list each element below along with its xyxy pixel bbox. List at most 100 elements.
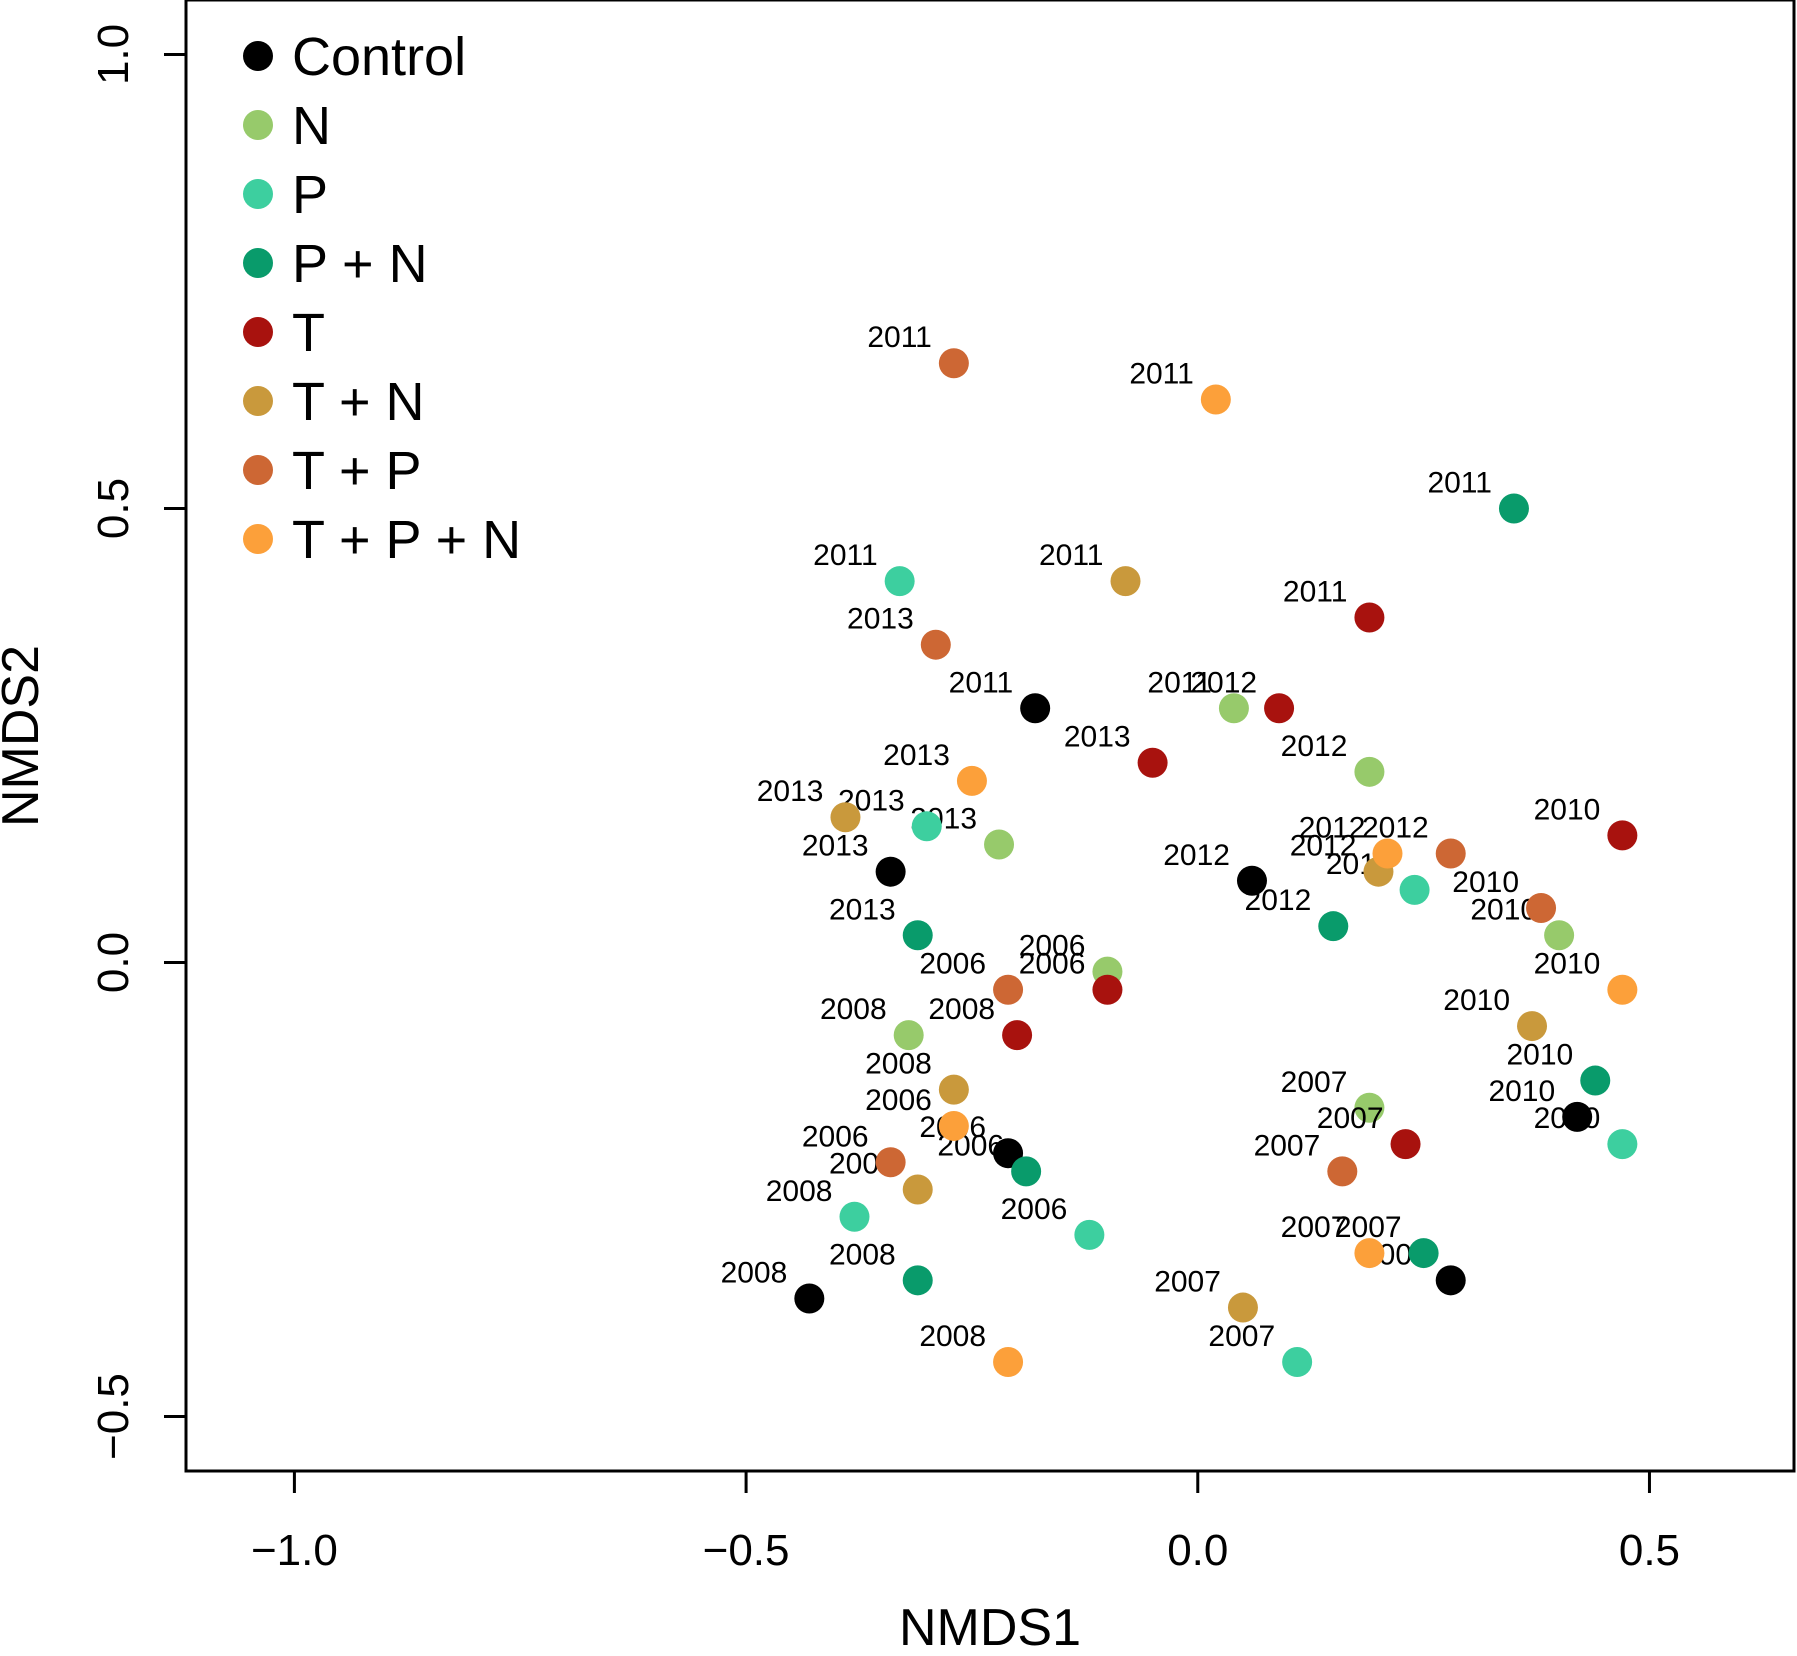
point-year-label: 2008 — [865, 1048, 932, 1081]
point-year-label: 2011 — [1283, 575, 1348, 608]
legend-marker — [243, 317, 273, 347]
point-year-label: 2012 — [1163, 839, 1230, 872]
point-t — [1354, 602, 1385, 633]
point-t-p-n — [938, 1110, 969, 1141]
point-year-label: 2006 — [802, 1120, 869, 1153]
point-year-label: 2011 — [867, 321, 932, 354]
point-year-label: 2008 — [829, 1238, 896, 1271]
legend-label: Control — [292, 27, 466, 87]
legend-marker — [243, 179, 273, 209]
point-p — [1074, 1219, 1105, 1250]
point-year-label: 2013 — [883, 739, 950, 772]
plot-frame — [184, 0, 1796, 1473]
point-year-label: 2010 — [1470, 893, 1537, 926]
legend-marker — [243, 524, 273, 554]
x-tick-label: 0.0 — [1167, 1526, 1228, 1575]
point-n — [984, 829, 1015, 860]
point-year-label: 2010 — [1443, 984, 1510, 1017]
point-year-label: 2012 — [1190, 666, 1257, 699]
y-axis: −0.5 0.0 0.5 1.0 — [89, 24, 188, 1460]
point-p — [839, 1201, 870, 1232]
x-tick-label: 0.5 — [1619, 1526, 1680, 1575]
point-n — [1354, 756, 1385, 787]
point-t — [1264, 693, 1295, 724]
legend-label: N — [292, 96, 331, 156]
point-t — [1607, 820, 1638, 851]
point-year-label: 2007 — [1281, 1066, 1348, 1099]
point-year-label: 2007 — [1317, 1102, 1384, 1135]
point-year-label: 2010 — [1534, 948, 1601, 981]
point-year-label: 2011 — [1129, 358, 1194, 391]
point-control — [1020, 693, 1051, 724]
point-n — [893, 1020, 924, 1051]
point-year-label: 2007 — [1208, 1320, 1275, 1353]
point-year-label: 2013 — [757, 775, 824, 808]
legend-marker — [243, 386, 273, 416]
legend-marker — [243, 41, 273, 71]
point-n — [1354, 1092, 1385, 1123]
point-year-label: 2008 — [820, 993, 887, 1026]
point-t-n — [830, 802, 861, 833]
y-tick-label: 1.0 — [89, 24, 138, 85]
point-t-p-n — [993, 1347, 1024, 1378]
x-axis: −1.0 −0.5 0.0 0.5 — [251, 1469, 1680, 1575]
point-year-label: 2006 — [1019, 930, 1086, 963]
point-year-label: 2007 — [1154, 1266, 1221, 1299]
point-t-n — [1227, 1292, 1258, 1323]
y-axis-title: NMDS2 — [0, 645, 50, 827]
legend-label: T + N — [292, 372, 425, 432]
point-year-label: 2008 — [919, 1320, 986, 1353]
point-t-p — [1327, 1156, 1358, 1187]
point-t-p — [1526, 893, 1557, 924]
point-year-label: 2008 — [928, 993, 995, 1026]
point-control — [993, 1138, 1024, 1169]
point-t — [1137, 747, 1168, 778]
point-year-label: 2008 — [721, 1256, 788, 1289]
y-tick-label: −0.5 — [89, 1373, 138, 1460]
legend-marker — [243, 248, 273, 278]
point-p-n — [1498, 493, 1529, 524]
point-p-n — [902, 920, 933, 951]
point-t-p-n — [1200, 384, 1231, 415]
point-p — [1607, 1129, 1638, 1160]
point-t-p — [993, 974, 1024, 1005]
point-p — [911, 811, 942, 842]
point-year-label: 2013 — [1064, 721, 1131, 754]
point-t — [1002, 1020, 1033, 1051]
x-tick-label: −0.5 — [703, 1526, 790, 1575]
point-p — [1282, 1347, 1313, 1378]
point-year-label: 2010 — [1534, 1102, 1601, 1135]
point-t-n — [1517, 1011, 1548, 1042]
x-axis-title: NMDS1 — [899, 1599, 1081, 1656]
point-control — [1236, 865, 1267, 896]
point-t-n — [1110, 566, 1141, 597]
point-year-label: 2011 — [1147, 666, 1212, 699]
point-year-label: 2012 — [1362, 812, 1429, 845]
point-p-n — [1580, 1065, 1611, 1096]
point-t-p-n — [1354, 1238, 1385, 1269]
point-t-p-n — [956, 765, 987, 796]
point-year-label: 2010 — [1507, 1039, 1574, 1072]
legend-label: P + N — [292, 234, 428, 294]
point-p-n — [902, 1265, 933, 1296]
point-n — [1544, 920, 1575, 951]
legend-label: T — [292, 303, 325, 363]
point-year-label: 2012 — [1299, 812, 1366, 845]
point-year-label: 2007 — [1254, 1129, 1321, 1162]
point-year-label: 2011 — [949, 666, 1014, 699]
point-year-label: 2013 — [829, 893, 896, 926]
y-tick-label: 0.0 — [89, 932, 138, 993]
point-t-p-n — [1607, 974, 1638, 1005]
legend: Control NP P + N T T + N T + P T + P + N — [243, 27, 521, 570]
point-year-label: 2013 — [802, 830, 869, 863]
legend-marker — [243, 455, 273, 485]
point-year-label: 2006 — [919, 948, 986, 981]
point-t-p — [920, 629, 951, 660]
point-year-label: 2012 — [1245, 884, 1312, 917]
point-p-n — [1318, 911, 1349, 942]
point-year-label: 2008 — [766, 1175, 833, 1208]
point-t — [1092, 974, 1123, 1005]
point-year-label: 2011 — [1039, 539, 1104, 572]
point-control — [875, 856, 906, 887]
